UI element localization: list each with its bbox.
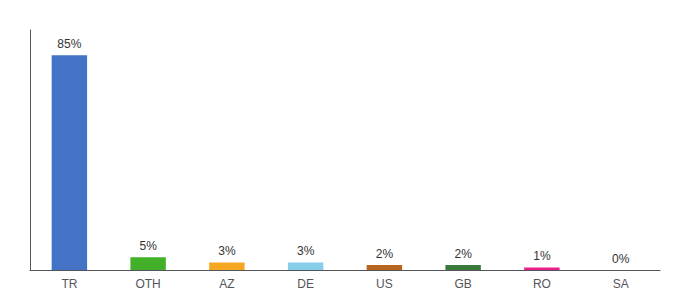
svg-text:US: US bbox=[376, 277, 393, 291]
svg-text:GB: GB bbox=[454, 277, 471, 291]
svg-text:2%: 2% bbox=[376, 247, 394, 261]
svg-text:5%: 5% bbox=[139, 239, 157, 253]
svg-text:3%: 3% bbox=[297, 244, 315, 258]
svg-text:85%: 85% bbox=[57, 37, 81, 51]
svg-text:AZ: AZ bbox=[219, 277, 234, 291]
svg-text:TR: TR bbox=[61, 277, 77, 291]
svg-text:1%: 1% bbox=[533, 249, 551, 263]
svg-text:OTH: OTH bbox=[135, 277, 160, 291]
svg-text:RO: RO bbox=[533, 277, 551, 291]
svg-text:3%: 3% bbox=[218, 244, 236, 258]
svg-text:SA: SA bbox=[613, 277, 629, 291]
svg-text:0%: 0% bbox=[612, 252, 630, 266]
svg-text:2%: 2% bbox=[454, 247, 472, 261]
svg-text:DE: DE bbox=[297, 277, 314, 291]
